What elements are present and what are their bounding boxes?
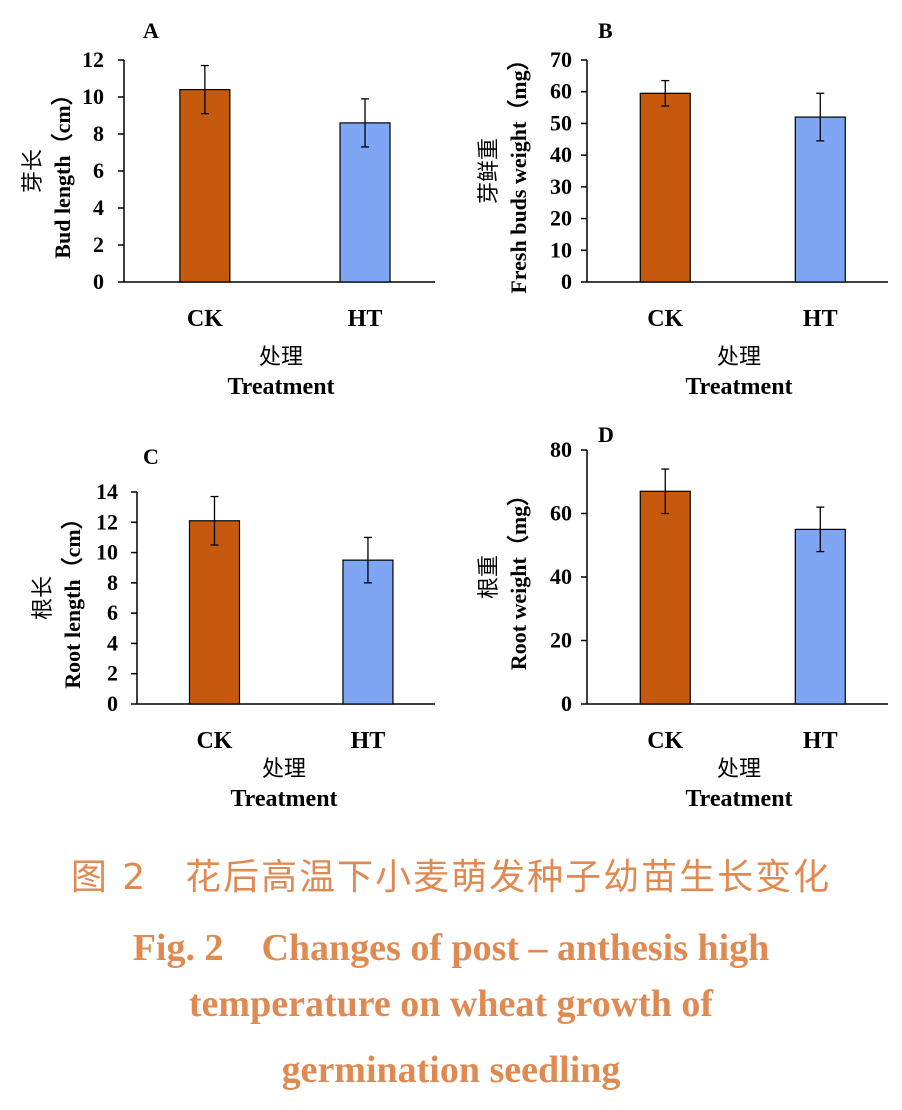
x-axis-title-en-d: Treatment: [685, 786, 792, 812]
y-tick-label-c: 6: [107, 600, 118, 625]
category-label-c-ck: CK: [196, 728, 232, 754]
y-tick-label-c: 0: [107, 691, 118, 716]
y-tick-label-b: 60: [550, 79, 572, 104]
category-label-b-ht: HT: [803, 306, 838, 332]
x-axis-title-zh-d: 处理: [717, 757, 761, 782]
x-axis-title-en-c: Treatment: [230, 786, 337, 812]
y-tick-label-b: 50: [550, 110, 572, 135]
y-tick-label-b: 30: [550, 174, 572, 199]
category-label-d-ck: CK: [647, 728, 683, 754]
y-tick-label-c: 2: [107, 661, 118, 686]
y-tick-label-b: 0: [561, 269, 572, 294]
y-tick-label-d: 80: [550, 437, 572, 462]
y-tick-label-c: 4: [107, 630, 118, 655]
y-axis-title-zh-b: 芽鲜重: [477, 138, 502, 204]
y-axis-title-en-d: Root weight（mg）: [506, 484, 531, 670]
y-tick-label-b: 10: [550, 237, 572, 262]
bar-c-ht: [342, 559, 394, 705]
y-axis-title-en-b: Fresh buds weight（mg）: [506, 48, 531, 293]
charts-canvas: A 0 2 4 6 8 10 12 CK HT 处理 Treatment 芽长 Bud length（cm…: [21, 18, 888, 812]
bar-b-ck: [639, 92, 691, 283]
x-axis-title-zh-a: 处理: [259, 345, 303, 370]
y-tick-label-b: 20: [550, 206, 572, 231]
y-axis-title-zh-a: 芽长: [21, 149, 46, 193]
bar-c-ck: [188, 520, 241, 705]
y-tick-label-c: 8: [107, 570, 118, 595]
x-axis-title-zh-b: 处理: [717, 345, 761, 370]
bar-b-ht: [794, 116, 846, 283]
y-tick-label-b: 70: [550, 47, 572, 72]
y-tick-label-d: 40: [550, 564, 572, 589]
panel-label-c: C: [143, 444, 159, 469]
y-tick-label-d: 60: [550, 501, 572, 526]
y-tick-label-b: 40: [550, 142, 572, 167]
x-axis-title-zh-c: 处理: [262, 757, 306, 782]
figure-caption-en-line-1: Fig. 2 Changes of post – anthesis high: [132, 927, 770, 969]
category-label-b-ck: CK: [647, 306, 683, 332]
category-label-a-ht: HT: [348, 306, 383, 332]
y-tick-label-a: 12: [82, 47, 104, 72]
y-axis-title-zh-d: 根重: [477, 555, 502, 599]
y-tick-label-d: 0: [561, 691, 572, 716]
y-tick-label-c: 14: [96, 479, 118, 504]
y-axis-title-zh-c: 根长: [31, 576, 56, 620]
category-label-d-ht: HT: [803, 728, 838, 754]
y-tick-label-d: 20: [550, 628, 572, 653]
y-tick-label-a: 8: [93, 121, 104, 146]
y-tick-label-a: 6: [93, 158, 104, 183]
y-tick-label-a: 0: [93, 269, 104, 294]
figure-caption-en-line-2: temperature on wheat growth of: [188, 983, 714, 1025]
x-axis-title-en-a: Treatment: [227, 374, 334, 400]
bar-a-ck: [179, 88, 231, 283]
y-axis-title-en-c: Root length（cm）: [60, 507, 85, 688]
y-tick-label-a: 2: [93, 232, 104, 257]
panel-label-b: B: [598, 18, 613, 43]
y-tick-label-c: 10: [96, 540, 118, 565]
bar-d-ck: [639, 490, 691, 705]
figure-caption-en-line-3: germination seedling: [281, 1049, 621, 1091]
bar-d-ht: [794, 528, 846, 705]
panel-label-a: A: [143, 18, 159, 43]
y-tick-label-a: 10: [82, 84, 104, 109]
y-axis-title-en-a: Bud length（cm）: [50, 83, 75, 258]
y-tick-label-c: 12: [96, 509, 118, 534]
panel-label-d: D: [598, 422, 614, 447]
category-label-c-ht: HT: [351, 728, 386, 754]
x-axis-title-en-b: Treatment: [685, 374, 792, 400]
bar-a-ht: [339, 122, 391, 283]
y-tick-label-a: 4: [93, 195, 104, 220]
figure-caption-zh: 图 2 花后高温下小麦萌发种子幼苗生长变化: [70, 857, 832, 898]
category-label-a-ck: CK: [187, 306, 223, 332]
